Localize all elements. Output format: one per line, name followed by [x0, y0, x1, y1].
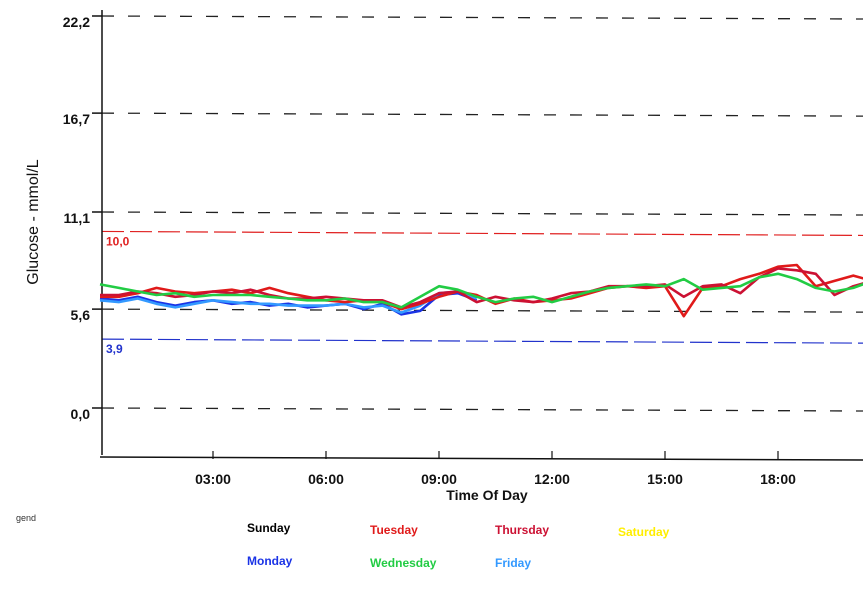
x-axis-line — [99, 456, 863, 461]
x-tick-label: 09:00 — [421, 471, 457, 487]
series-line-tuesday — [100, 263, 863, 318]
y-tick-label: 11,1 — [64, 210, 91, 226]
series-lines — [99, 263, 863, 318]
y-tick-label: 0,0 — [71, 406, 91, 422]
legend-item-sunday: Sunday — [247, 521, 291, 535]
grid-line — [101, 308, 863, 313]
threshold-lines: 10,0 3,9 — [101, 230, 863, 356]
x-tick-label: 06:00 — [308, 471, 344, 487]
series-line-monday — [99, 291, 478, 316]
threshold-line — [101, 230, 863, 237]
y-tick-label: 16,7 — [63, 111, 90, 127]
legend-item-wednesday: Wednesday — [370, 556, 437, 570]
threshold-line — [101, 338, 863, 344]
y-axis-title: Glucose - mmol/L — [25, 159, 42, 284]
threshold-label: 10,0 — [106, 234, 130, 248]
y-tick-label: 22,2 — [63, 14, 90, 30]
x-tick-label: 03:00 — [195, 471, 231, 487]
legend-title: gend — [16, 513, 37, 523]
legend-item-friday: Friday — [495, 556, 532, 570]
grid-line — [101, 112, 863, 117]
legend-item-thursday: Thursday — [495, 523, 550, 537]
grid-line — [101, 15, 863, 20]
y-axis: 0,0 5,6 11,1 16,7 22,2 — [63, 10, 103, 455]
series-line-friday — [99, 290, 478, 314]
x-axis-title: Time Of Day — [446, 487, 528, 503]
legend-item-tuesday: Tuesday — [370, 523, 418, 537]
x-tick-label: 12:00 — [534, 471, 570, 487]
threshold-label: 3,9 — [106, 342, 123, 356]
series-line-thursday — [100, 267, 863, 309]
legend-item-monday: Monday — [247, 554, 293, 568]
x-tick-label: 15:00 — [647, 471, 683, 487]
y-tick-label: 5,6 — [71, 307, 91, 323]
grid-line — [101, 211, 863, 216]
legend-item-saturday: Saturday — [618, 525, 670, 539]
series-line-wednesday — [99, 272, 863, 309]
grid-lines — [101, 15, 863, 412]
x-tick-label: 18:00 — [760, 471, 796, 487]
grid-line — [101, 407, 863, 412]
